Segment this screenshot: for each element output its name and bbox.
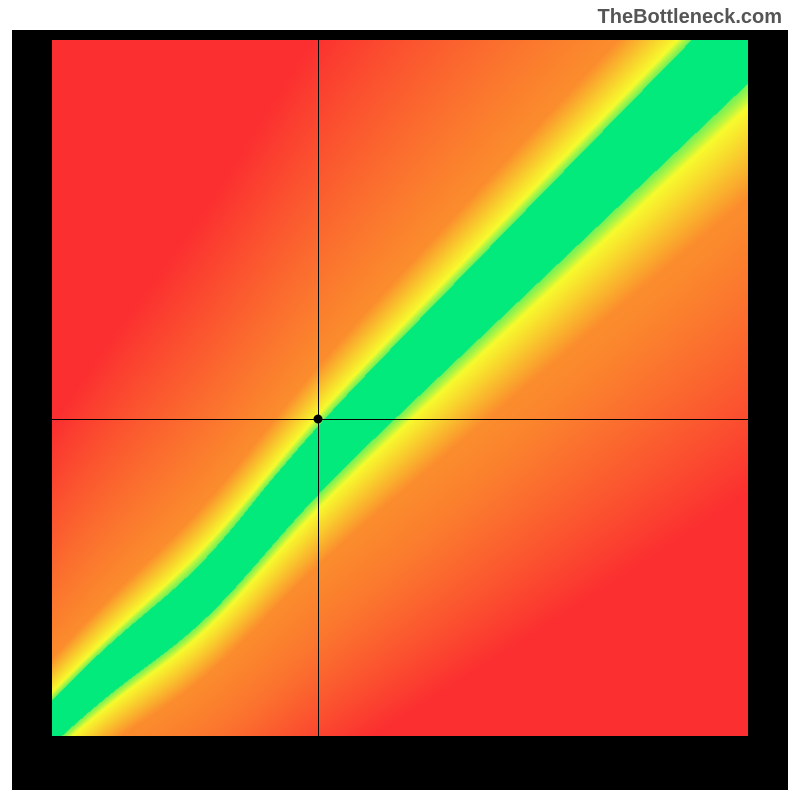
plot-area xyxy=(52,40,748,736)
crosshair-vertical xyxy=(318,40,319,736)
plot-outer-frame xyxy=(12,30,788,790)
watermark-text: TheBottleneck.com xyxy=(598,6,782,29)
chart-container: TheBottleneck.com xyxy=(0,0,800,800)
crosshair-horizontal xyxy=(52,419,748,420)
data-point-marker xyxy=(313,415,322,424)
heatmap-canvas xyxy=(52,40,748,736)
